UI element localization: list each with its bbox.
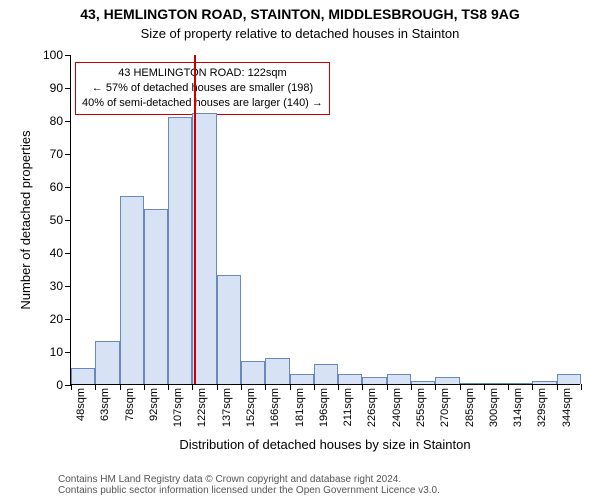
x-tick-mark: [71, 384, 72, 390]
x-tick-mark: [265, 384, 266, 390]
y-tick-mark: [65, 187, 71, 188]
x-tick-label: 63sqm: [99, 388, 111, 421]
x-tick-mark: [338, 384, 339, 390]
histogram-bar: [265, 358, 289, 384]
x-tick-mark: [95, 384, 96, 390]
x-tick-mark: [144, 384, 145, 390]
histogram-bar: [411, 381, 435, 384]
x-tick-mark: [484, 384, 485, 390]
x-tick-mark: [217, 384, 218, 390]
x-tick-label: 166sqm: [269, 388, 281, 427]
y-tick-label: 40: [50, 246, 63, 260]
x-tick-mark: [557, 384, 558, 390]
x-tick-label: 48sqm: [75, 388, 87, 421]
histogram-bar: [532, 381, 556, 384]
histogram-bar: [387, 374, 411, 384]
x-tick-label: 92sqm: [148, 388, 160, 421]
x-tick-label: 344sqm: [561, 388, 573, 427]
x-tick-label: 152sqm: [245, 388, 257, 427]
y-tick-label: 70: [50, 147, 63, 161]
x-tick-mark: [241, 384, 242, 390]
x-tick-mark: [168, 384, 169, 390]
chart-subtitle: Size of property relative to detached ho…: [0, 26, 600, 41]
x-tick-mark: [290, 384, 291, 390]
x-tick-label: 181sqm: [294, 388, 306, 427]
x-tick-label: 78sqm: [124, 388, 136, 421]
y-tick-label: 100: [43, 48, 63, 62]
histogram-bar: [168, 117, 192, 384]
x-tick-label: 329sqm: [536, 388, 548, 427]
y-tick-label: 90: [50, 81, 63, 95]
histogram-bar: [460, 383, 484, 384]
histogram-bar: [241, 361, 265, 384]
y-tick-mark: [65, 352, 71, 353]
chart-title: 43, HEMLINGTON ROAD, STAINTON, MIDDLESBR…: [0, 6, 600, 22]
footer-attribution: Contains HM Land Registry data © Crown c…: [58, 474, 440, 496]
x-tick-label: 300sqm: [488, 388, 500, 427]
y-tick-label: 10: [50, 345, 63, 359]
x-tick-label: 122sqm: [196, 388, 208, 427]
y-tick-label: 50: [50, 213, 63, 227]
y-tick-label: 30: [50, 279, 63, 293]
y-tick-mark: [65, 154, 71, 155]
y-tick-mark: [65, 55, 71, 56]
x-tick-mark: [411, 384, 412, 390]
histogram-bar: [217, 275, 241, 384]
y-tick-label: 60: [50, 180, 63, 194]
x-tick-mark: [532, 384, 533, 390]
x-tick-label: 240sqm: [391, 388, 403, 427]
y-tick-mark: [65, 121, 71, 122]
y-tick-label: 20: [50, 312, 63, 326]
y-tick-mark: [65, 319, 71, 320]
x-tick-label: 107sqm: [172, 388, 184, 427]
y-tick-label: 0: [56, 378, 63, 392]
histogram-bar: [435, 377, 459, 384]
histogram-bar: [314, 364, 338, 384]
x-tick-mark: [435, 384, 436, 390]
chart-container: 43, HEMLINGTON ROAD, STAINTON, MIDDLESBR…: [0, 0, 600, 500]
y-axis-label: Number of detached properties: [18, 130, 33, 309]
histogram-bar: [338, 374, 362, 384]
x-tick-mark: [387, 384, 388, 390]
histogram-bar: [192, 113, 216, 384]
x-tick-label: 226sqm: [366, 388, 378, 427]
y-tick-mark: [65, 253, 71, 254]
x-tick-mark: [460, 384, 461, 390]
footer-line-1: Contains HM Land Registry data © Crown c…: [58, 474, 440, 485]
x-tick-mark: [362, 384, 363, 390]
x-tick-label: 270sqm: [439, 388, 451, 427]
x-tick-mark: [120, 384, 121, 390]
histogram-bar: [144, 209, 168, 384]
histogram-bar: [95, 341, 119, 384]
x-axis-label: Distribution of detached houses by size …: [70, 437, 580, 452]
x-tick-mark: [314, 384, 315, 390]
x-tick-label: 255sqm: [415, 388, 427, 427]
footer-line-2: Contains public sector information licen…: [58, 485, 440, 496]
x-tick-mark: [581, 384, 582, 390]
reference-line: [194, 55, 196, 384]
y-tick-mark: [65, 220, 71, 221]
x-tick-label: 137sqm: [221, 388, 233, 427]
histogram-bar: [290, 374, 314, 384]
x-tick-label: 196sqm: [318, 388, 330, 427]
histogram-bar: [508, 383, 532, 384]
plot-area: 010203040506070809010048sqm63sqm78sqm92s…: [70, 55, 580, 385]
x-tick-label: 285sqm: [464, 388, 476, 427]
y-tick-mark: [65, 286, 71, 287]
histogram-bar: [557, 374, 581, 384]
histogram-bar: [71, 368, 95, 385]
x-tick-mark: [508, 384, 509, 390]
y-tick-mark: [65, 88, 71, 89]
y-tick-label: 80: [50, 114, 63, 128]
x-tick-label: 314sqm: [512, 388, 524, 427]
x-tick-mark: [192, 384, 193, 390]
x-tick-label: 211sqm: [342, 388, 354, 426]
histogram-bar: [484, 383, 508, 384]
histogram-bar: [120, 196, 144, 384]
histogram-bar: [362, 377, 386, 384]
